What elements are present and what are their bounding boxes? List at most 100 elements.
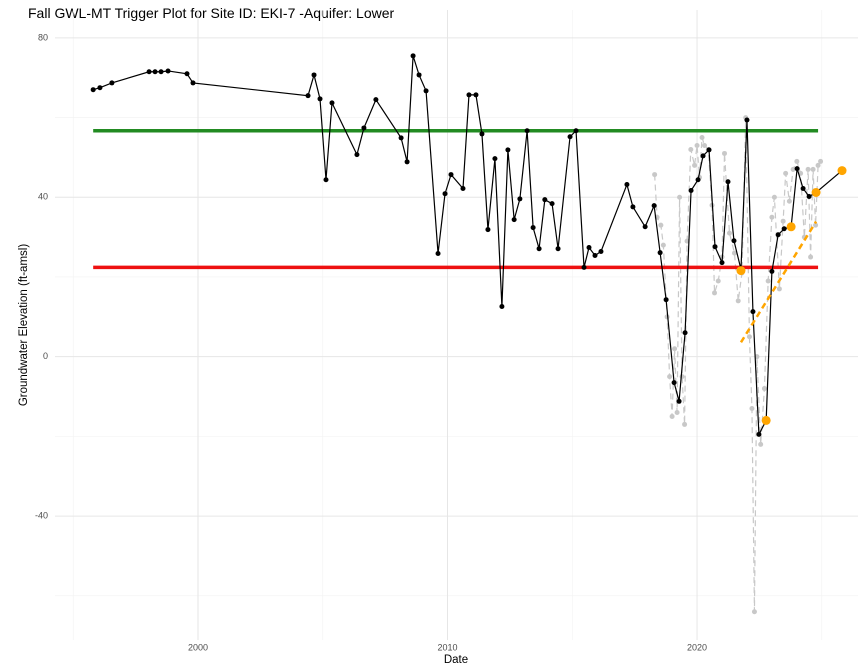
- data-point: [311, 72, 317, 78]
- data-point: [702, 142, 708, 148]
- data-point: [688, 146, 694, 152]
- data-point: [837, 166, 847, 176]
- data-point: [761, 386, 767, 392]
- data-point: [736, 266, 746, 276]
- data-point: [706, 147, 712, 153]
- data-point: [769, 214, 775, 220]
- data-point: [499, 303, 505, 309]
- data-point: [435, 250, 441, 256]
- data-point: [511, 217, 517, 223]
- data-point: [317, 96, 323, 102]
- data-point: [790, 166, 796, 172]
- data-point: [542, 197, 548, 203]
- data-point: [90, 87, 96, 93]
- data-point: [700, 153, 706, 159]
- data-point: [719, 260, 725, 266]
- data-point: [677, 194, 683, 200]
- data-point: [749, 405, 755, 411]
- data-point: [694, 142, 700, 148]
- data-point: [786, 198, 792, 204]
- data-point: [781, 226, 787, 232]
- data-point: [715, 278, 721, 284]
- x-tick-label: 2000: [188, 642, 208, 652]
- data-point: [735, 298, 741, 304]
- data-point: [815, 162, 821, 168]
- data-point: [473, 92, 479, 98]
- data-point: [750, 309, 756, 315]
- data-point: [448, 172, 454, 178]
- data-point: [731, 250, 737, 256]
- data-point: [97, 85, 103, 91]
- data-point: [581, 264, 587, 270]
- data-point: [771, 194, 777, 200]
- data-point: [769, 268, 775, 274]
- data-point: [818, 158, 824, 164]
- data-point: [669, 413, 675, 419]
- data-point: [658, 222, 664, 228]
- chart-title: Fall GWL-MT Trigger Plot for Site ID: EK…: [28, 5, 395, 21]
- data-point: [652, 172, 658, 178]
- data-point: [751, 609, 757, 615]
- data-point: [663, 297, 669, 303]
- data-point: [165, 68, 171, 74]
- data-point: [688, 188, 694, 194]
- y-axis-label: Groundwater Elevation (ft-amsl): [18, 244, 30, 407]
- data-point: [329, 100, 335, 106]
- data-point: [586, 244, 592, 250]
- data-point: [682, 330, 688, 336]
- data-point: [423, 88, 429, 94]
- data-point: [676, 398, 682, 404]
- data-point: [305, 93, 311, 99]
- data-point: [146, 69, 152, 75]
- data-point: [682, 421, 688, 427]
- data-point: [630, 204, 636, 210]
- data-point: [775, 232, 781, 238]
- data-point: [624, 182, 630, 188]
- data-point: [657, 250, 663, 256]
- data-point: [567, 134, 573, 140]
- x-axis-label: Date: [444, 654, 468, 666]
- data-point: [479, 131, 485, 137]
- data-point: [813, 222, 819, 228]
- data-point: [672, 346, 678, 352]
- x-tick-label: 2010: [438, 642, 458, 652]
- data-point: [152, 69, 158, 75]
- data-point: [598, 248, 604, 254]
- data-point: [416, 72, 422, 78]
- data-point: [517, 196, 523, 202]
- series-line: [93, 55, 843, 437]
- series-line: [739, 220, 818, 343]
- data-point: [794, 166, 800, 172]
- data-point: [805, 166, 811, 172]
- data-point: [442, 191, 448, 197]
- data-point: [373, 97, 379, 103]
- data-point: [756, 431, 762, 437]
- series-line: [654, 117, 822, 612]
- data-point: [758, 441, 764, 447]
- data-point: [671, 380, 677, 386]
- data-point: [660, 242, 666, 248]
- data-point: [410, 53, 416, 59]
- data-point: [692, 162, 698, 168]
- data-point: [712, 244, 718, 250]
- data-point: [492, 156, 498, 162]
- data-point: [530, 225, 536, 231]
- data-point: [158, 69, 164, 75]
- data-point: [800, 186, 806, 192]
- data-point: [731, 238, 737, 244]
- data-point: [651, 203, 657, 209]
- data-point: [808, 254, 814, 260]
- data-point: [549, 201, 555, 207]
- data-point: [536, 246, 542, 252]
- data-point: [460, 186, 466, 192]
- data-point: [505, 147, 511, 153]
- data-point: [726, 230, 732, 236]
- data-point: [485, 227, 491, 233]
- data-point: [786, 222, 796, 232]
- y-tick-label: 0: [43, 351, 48, 361]
- data-point: [184, 71, 190, 77]
- data-point: [761, 415, 771, 425]
- data-point: [780, 218, 786, 224]
- data-point: [712, 290, 718, 296]
